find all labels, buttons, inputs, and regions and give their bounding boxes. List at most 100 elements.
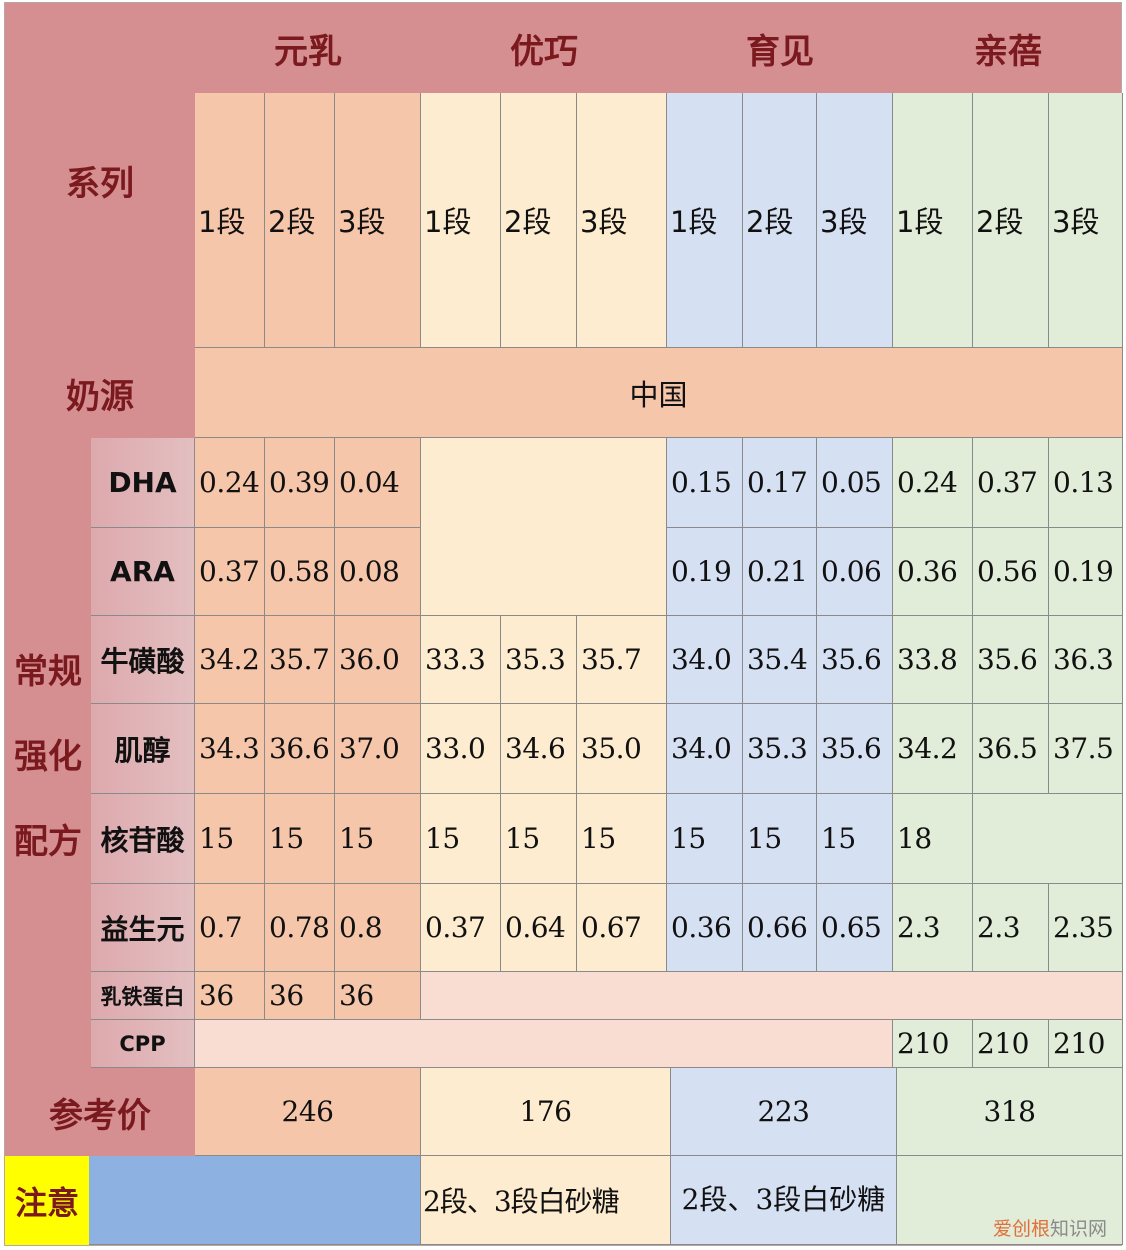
lactoferrin-value: 36 xyxy=(265,972,335,1020)
note-yuanru xyxy=(89,1156,421,1245)
nucleotide-value: 18 xyxy=(893,794,973,884)
row-label-lactoferrin: 乳铁蛋白 xyxy=(91,972,195,1020)
inositol-value: 35.3 xyxy=(743,704,817,794)
row-label-price: 参考价 xyxy=(49,1095,151,1136)
note-qinbei xyxy=(897,1156,1123,1245)
inositol-value: 35.6 xyxy=(817,704,893,794)
inositol-value: 33.0 xyxy=(421,704,501,794)
milk-source-value: 中国 xyxy=(195,348,1123,438)
ara-value: 0.19 xyxy=(667,528,743,616)
ara-value: 0.36 xyxy=(893,528,973,616)
inositol-value: 34.6 xyxy=(501,704,577,794)
brand-header-qinbei: 亲蓓 xyxy=(974,31,1042,72)
inositol-value: 34.0 xyxy=(667,704,743,794)
nucleotide-value: 15 xyxy=(577,794,667,884)
dha-value: 0.24 xyxy=(195,438,265,528)
prebiotic-value: 0.65 xyxy=(817,884,893,972)
ara-value: 0.19 xyxy=(1049,528,1123,616)
price-youqiao: 176 xyxy=(421,1068,671,1156)
lactoferrin-value: 36 xyxy=(335,972,421,1020)
row-label-taurine: 牛磺酸 xyxy=(91,616,195,704)
ara-value: 0.56 xyxy=(973,528,1049,616)
dha-value: 0.39 xyxy=(265,438,335,528)
stage-cell: 3段 xyxy=(817,93,893,348)
brand-header-yuanru: 元乳 xyxy=(274,31,342,72)
dha-value: 0.17 xyxy=(743,438,817,528)
cpp-value: 210 xyxy=(893,1020,973,1068)
dha-value: 0.13 xyxy=(1049,438,1123,528)
prebiotic-value: 0.8 xyxy=(335,884,421,972)
price-qinbei: 318 xyxy=(897,1068,1123,1156)
cpp-value: 210 xyxy=(973,1020,1049,1068)
prebiotic-value: 0.37 xyxy=(421,884,501,972)
stage-cell: 1段 xyxy=(667,93,743,348)
brand-header-yujian: 育见 xyxy=(746,31,814,72)
watermark: 爱创根知识网 xyxy=(993,1214,1107,1241)
row-label-ara: ARA xyxy=(91,528,195,616)
row-label-cpp: CPP xyxy=(91,1020,195,1068)
prebiotic-value: 2.35 xyxy=(1049,884,1123,972)
row-label-group-2: 强化 xyxy=(14,736,82,777)
nucleotide-empty-qinbei xyxy=(973,794,1123,884)
note-youqiao: 2段、3段白砂糖 xyxy=(421,1156,671,1245)
taurine-value: 34.0 xyxy=(667,616,743,704)
ara-value: 0.37 xyxy=(195,528,265,616)
dha-value: 0.24 xyxy=(893,438,973,528)
watermark-part1: 爱创根 xyxy=(992,1218,1050,1240)
nucleotide-value: 15 xyxy=(335,794,421,884)
lactoferrin-empty xyxy=(421,972,1123,1020)
stage-cell: 3段 xyxy=(577,93,667,348)
row-label-series: 系列 xyxy=(66,164,134,204)
row-label-note: 注意 xyxy=(5,1156,89,1245)
prebiotic-value: 0.67 xyxy=(577,884,667,972)
taurine-value: 36.0 xyxy=(335,616,421,704)
ara-value: 0.06 xyxy=(817,528,893,616)
nucleotide-value: 15 xyxy=(265,794,335,884)
taurine-value: 35.6 xyxy=(817,616,893,704)
ara-value: 0.58 xyxy=(265,528,335,616)
stage-cell: 3段 xyxy=(335,93,421,348)
inositol-value: 34.3 xyxy=(195,704,265,794)
taurine-value: 33.3 xyxy=(421,616,501,704)
inositol-value: 37.5 xyxy=(1049,704,1123,794)
taurine-value: 35.3 xyxy=(501,616,577,704)
nucleotide-value: 15 xyxy=(501,794,577,884)
ara-value: 0.08 xyxy=(335,528,421,616)
prebiotic-value: 0.66 xyxy=(743,884,817,972)
prebiotic-value: 0.64 xyxy=(501,884,577,972)
taurine-value: 35.6 xyxy=(973,616,1049,704)
lactoferrin-value: 36 xyxy=(195,972,265,1020)
taurine-value: 34.2 xyxy=(195,616,265,704)
stage-cell: 2段 xyxy=(265,93,335,348)
inositol-value: 37.0 xyxy=(335,704,421,794)
stage-cell: 1段 xyxy=(195,93,265,348)
stage-cell: 2段 xyxy=(501,93,577,348)
row-label-dha: DHA xyxy=(91,438,195,528)
taurine-value: 36.3 xyxy=(1049,616,1123,704)
nucleotide-value: 15 xyxy=(667,794,743,884)
stage-cell: 1段 xyxy=(893,93,973,348)
price-yujian: 223 xyxy=(671,1068,897,1156)
dha-value: 0.04 xyxy=(335,438,421,528)
prebiotic-value: 0.78 xyxy=(265,884,335,972)
row-label-group-3: 配方 xyxy=(14,821,82,862)
price-yuanru: 246 xyxy=(195,1068,421,1156)
stage-cell: 1段 xyxy=(421,93,501,348)
stage-cell: 2段 xyxy=(973,93,1049,348)
dha-value: 0.37 xyxy=(973,438,1049,528)
formula-comparison-table: 元乳 优巧 育见 亲蓓 系列 奶源 常规 强化 配方 1段 2段 3段 1段 2… xyxy=(4,2,1123,1246)
row-label-inositol: 肌醇 xyxy=(91,704,195,794)
taurine-value: 33.8 xyxy=(893,616,973,704)
row-label-nucleotide: 核苷酸 xyxy=(91,794,195,884)
dha-ara-empty-youqiao xyxy=(421,438,667,616)
cpp-empty xyxy=(195,1020,893,1068)
prebiotic-value: 2.3 xyxy=(973,884,1049,972)
watermark-part2: 知识网 xyxy=(1049,1218,1107,1240)
cpp-value: 210 xyxy=(1049,1020,1123,1068)
nucleotide-value: 15 xyxy=(743,794,817,884)
row-label-milk-source: 奶源 xyxy=(66,376,134,417)
inositol-value: 34.2 xyxy=(893,704,973,794)
prebiotic-value: 0.7 xyxy=(195,884,265,972)
nucleotide-value: 15 xyxy=(195,794,265,884)
stage-cell: 2段 xyxy=(743,93,817,348)
